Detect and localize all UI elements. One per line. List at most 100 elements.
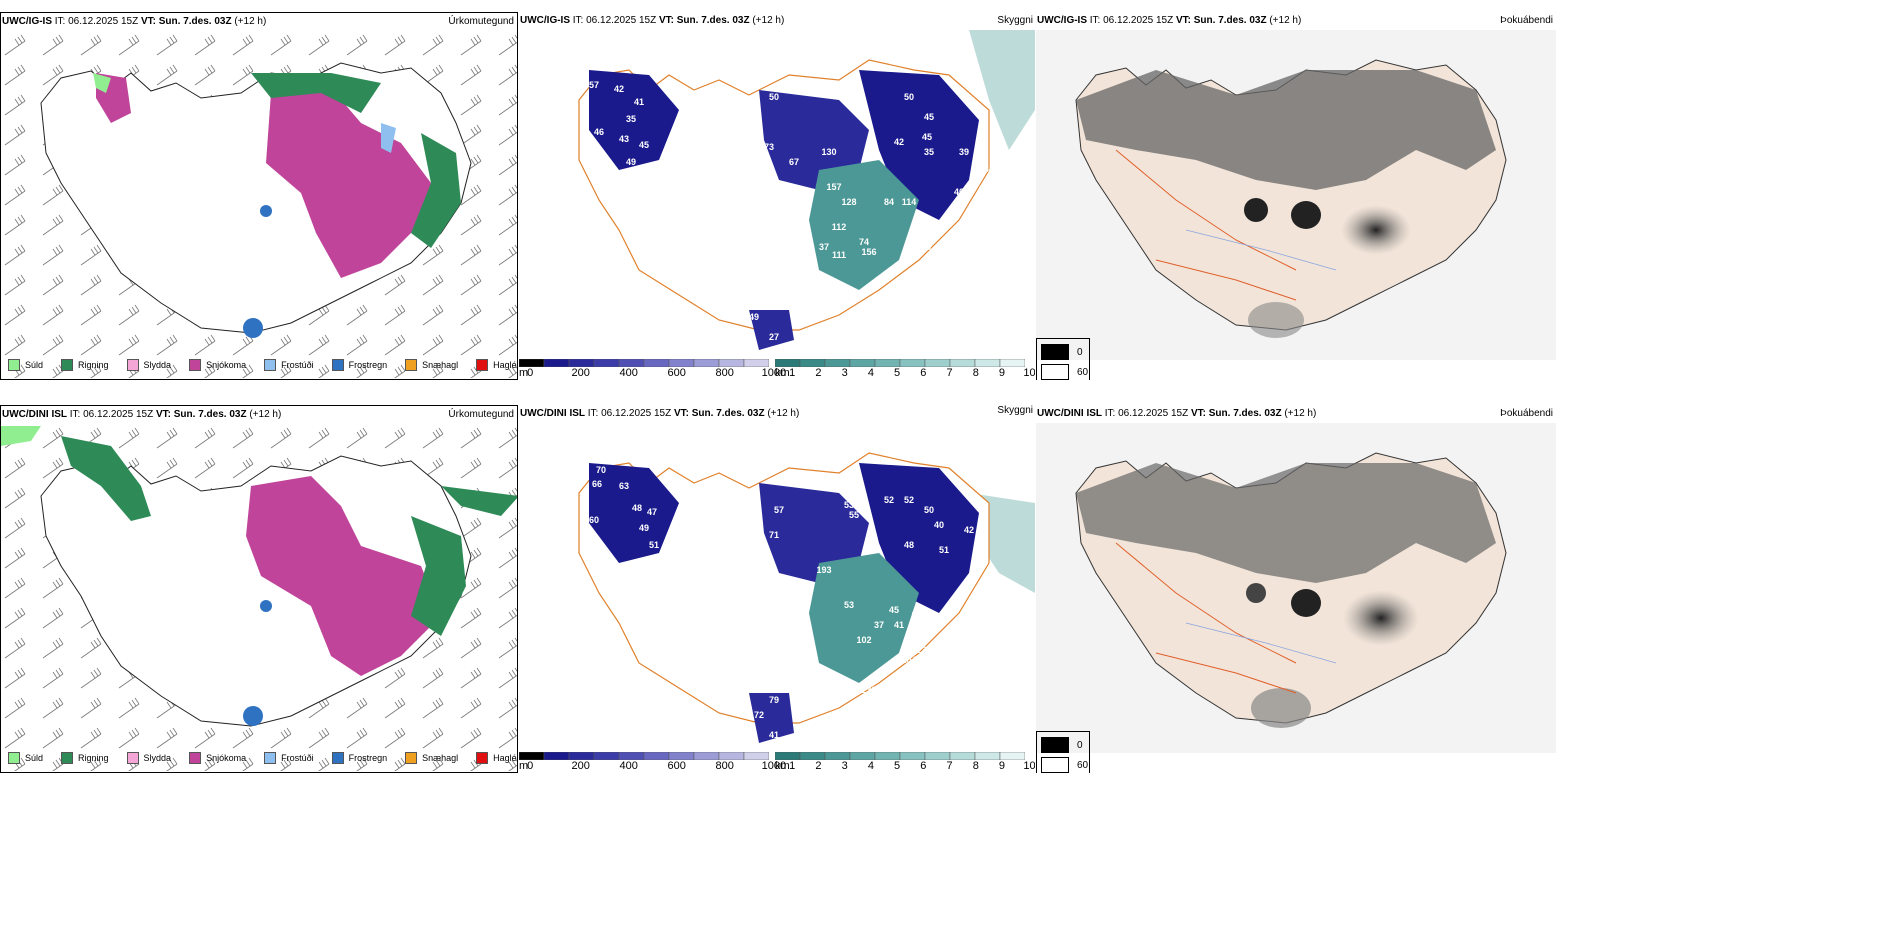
visibility-value-label: 130 (821, 147, 836, 157)
colorbar-segment (775, 752, 801, 760)
colorbar-tick: 7 (946, 760, 953, 772)
legend-swatch (61, 752, 74, 764)
panel-variable-name: Þokuábendi (1500, 408, 1553, 419)
colorbar-segment (693, 359, 720, 367)
visibility-value-label: 67 (789, 157, 799, 167)
legend-swatch (189, 752, 202, 764)
visibility-value-label: 52 (724, 227, 734, 237)
visibility-value-label: 40 (954, 187, 964, 197)
visibility-value-label: 61 (614, 174, 624, 184)
visibility-value-label: 157 (826, 182, 841, 192)
visibility-value-label: 88 (919, 262, 929, 272)
visibility-value-label: 37 (874, 620, 884, 630)
colorbar-segment (568, 359, 595, 367)
colorbar-segment (693, 752, 720, 760)
colorbar-segment (999, 359, 1025, 367)
visibility-value-label: 51 (649, 540, 659, 550)
panel-variable-name: Úrkomutegund (448, 409, 514, 420)
legend-item: Súld (1, 359, 43, 371)
visibility-value-label: 51 (939, 545, 949, 555)
visibility-value-label: 39 (959, 147, 969, 157)
visibility-value-label: 52 (884, 495, 894, 505)
colorbar-segment (593, 752, 620, 760)
colorbar-tick: 2 (815, 760, 822, 772)
colorbar-tick: 8 (972, 367, 979, 379)
colorbar-tick: 400 (619, 760, 638, 772)
colorbar-tick: 0 (527, 760, 534, 772)
visibility-value-label: 104 (901, 655, 916, 665)
visibility-value-label: 37 (979, 184, 989, 194)
colorbar-km (775, 359, 1025, 367)
colorbar-segment (974, 752, 1001, 760)
panel-variable-name: Úrkomutegund (448, 16, 514, 27)
visibility-value-label: 59 (934, 272, 944, 282)
visibility-value-label: 77 (719, 112, 729, 122)
fog-map (1036, 423, 1556, 753)
visibility-value-label: 41 (894, 620, 904, 630)
visibility-value-label: 35 (626, 114, 636, 124)
colorbar-tick: 9 (998, 760, 1006, 772)
panel-title: UWC/DINI ISL IT: 06.12.2025 15Z VT: Sun.… (520, 408, 800, 419)
colorbar-segment (799, 359, 826, 367)
visibility-value-label: 36 (519, 423, 524, 425)
legend-swatch (476, 359, 489, 371)
legend-item: Frostregn (325, 752, 387, 764)
visibility-value-label: 80 (659, 202, 669, 212)
colorbar-m (519, 359, 769, 367)
colorbar-segment (593, 359, 620, 367)
visibility-value-label: 53 (844, 600, 854, 610)
visibility-value-label: 100 (776, 297, 791, 307)
legend-swatch (264, 359, 277, 371)
visibility-value-label: 57 (774, 505, 784, 515)
visibility-value-label: 57 (589, 80, 599, 90)
visibility-value-label: 41 (634, 97, 644, 107)
visibility-value-label: 79 (769, 695, 779, 705)
panel-visibility-row1: UWC/IG-IS IT: 06.12.2025 15Z VT: Sun. 7.… (519, 12, 1035, 380)
colorbar-tick: 5 (894, 367, 901, 379)
unit-km: km (775, 367, 790, 379)
legend-item: Slydda (120, 359, 171, 371)
panel-variable-name: Skyggni (997, 15, 1033, 26)
visibility-value-label: 41 (769, 730, 779, 740)
legend-item: Haglél (469, 752, 517, 764)
visibility-value-label: 206 (911, 610, 926, 620)
legend-swatch (8, 752, 20, 764)
legend-swatch (331, 359, 344, 371)
colorbar-segment (799, 752, 826, 760)
visibility-value-label: 46 (984, 202, 994, 212)
visibility-value-label: 76 (594, 62, 604, 72)
legend-swatch (126, 359, 139, 371)
colorbar-segment (743, 359, 769, 367)
colorbar-segment (849, 359, 876, 367)
visibility-value-label: 156 (861, 247, 876, 257)
panel-title: UWC/DINI ISL IT: 06.12.2025 15Z VT: Sun.… (1037, 408, 1317, 419)
visibility-value-label: 55 (764, 217, 774, 227)
colorbar-tick: 10 (1023, 760, 1035, 772)
legend-item: Frostregn (325, 359, 387, 371)
colorbar-tick: 5 (894, 760, 901, 772)
legend-swatch (264, 752, 277, 764)
visibility-value-label: 52 (904, 495, 914, 505)
fog-legend-black: 0 (1041, 344, 1083, 360)
unit-m: m (519, 367, 529, 379)
legend-swatch (405, 752, 418, 764)
colorbar-segment (618, 752, 645, 760)
visibility-value-label: 45 (922, 132, 932, 142)
legend-swatch (331, 752, 344, 764)
panel-title: UWC/IG-IS IT: 06.12.2025 15Z VT: Sun. 7.… (1037, 15, 1302, 26)
legend-swatch (405, 359, 418, 371)
visibility-value-label: 111 (832, 250, 846, 260)
fog-map (1036, 30, 1556, 360)
panel-title: UWC/DINI ISL IT: 06.12.2025 15Z VT: Sun.… (2, 409, 282, 420)
visibility-value-label: 70 (704, 595, 714, 605)
colorbar-tick: 3 (841, 760, 848, 772)
visibility-value-label: 40 (934, 520, 944, 530)
colorbar-segment (874, 752, 901, 760)
colorbar-tick: 8 (972, 760, 979, 772)
visibility-value-label: 76 (689, 222, 699, 232)
colorbar-segment (924, 359, 951, 367)
visibility-colorbar: m 0 200 400 600 800 1000 km 1 2 3 4 5 6 7 8 9 10 (519, 359, 1035, 379)
visibility-value-label: 63 (619, 481, 629, 491)
colorbar-segment (824, 359, 851, 367)
